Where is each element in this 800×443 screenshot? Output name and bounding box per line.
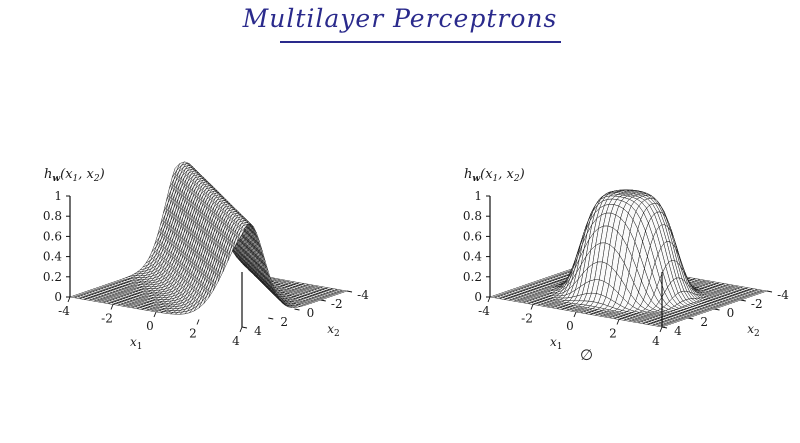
z-tick-label: 0.4	[463, 250, 482, 264]
z-axis-label: hw(x1, x2)	[464, 167, 525, 184]
x2-tick-label: 2	[700, 315, 708, 329]
z-tick-label: 0	[54, 290, 62, 304]
surface-mesh	[489, 189, 768, 328]
z-tick-label: 0.6	[463, 229, 482, 243]
x2-tick-label: -4	[357, 288, 369, 302]
x1-tick-label: 2	[189, 327, 197, 341]
z-tick-label: 1	[474, 189, 482, 203]
x1-tick-label: -4	[478, 304, 490, 318]
z-tick-label: 1	[54, 189, 62, 203]
x1-tick-label: 0	[566, 319, 574, 333]
x1-axis-label: x1	[130, 335, 143, 352]
z-tick-label: 0.2	[43, 270, 62, 284]
x2-axis-label: x2	[327, 322, 340, 339]
x1-axis-label: x1	[550, 335, 563, 352]
z-tick-label: 0.8	[463, 209, 482, 223]
z-axis	[486, 195, 491, 298]
x1-tick-label: -4	[58, 304, 70, 318]
x2-tick-label: -2	[331, 297, 343, 311]
x2-tick-label: -2	[751, 297, 763, 311]
slide-title: Multilayer Perceptrons	[242, 4, 558, 33]
x2-tick-label: -4	[777, 288, 789, 302]
x2-tick-label: 0	[307, 306, 315, 320]
z-tick-label: 0.6	[43, 229, 62, 243]
z-tick-label: 0	[474, 290, 482, 304]
x2-axis-label: x2	[747, 322, 760, 339]
x1-tick-label: 4	[232, 334, 240, 348]
x2-tick-label: 4	[674, 324, 682, 338]
x1-tick-label: 0	[146, 319, 154, 333]
x1-tick-label: 2	[609, 327, 617, 341]
ridge-surface-plot: 0 0.2 0.4 0.6 0.8 1 -4 -2 0 2 4 x1 -4 -2 0 2 4 x2 hw(x1, x…	[43, 161, 369, 352]
x2-tick-label: 0	[727, 306, 735, 320]
bump-surface-plot: 0 0.2 0.4 0.6 0.8 1 -4 -2 0 2 4 x1 -4 -2 0 2 4 x2 hw(x1, x…	[463, 167, 789, 352]
z-axis	[66, 195, 71, 298]
z-tick-label: 0.2	[463, 270, 482, 284]
x2-tick-label: 2	[280, 315, 288, 329]
title-underline	[280, 41, 561, 43]
z-tick-label: 0.8	[43, 209, 62, 223]
x2-tick-label: 4	[254, 324, 262, 338]
x1-tick-label: -2	[521, 312, 533, 326]
z-tick-label: 0.4	[43, 250, 62, 264]
empty-set-mark: ∅	[580, 346, 594, 364]
surface-mesh	[69, 161, 348, 315]
x1-tick-label: 4	[652, 334, 660, 348]
z-axis-label: hw(x1, x2)	[44, 167, 105, 184]
x1-tick-label: -2	[101, 312, 113, 326]
